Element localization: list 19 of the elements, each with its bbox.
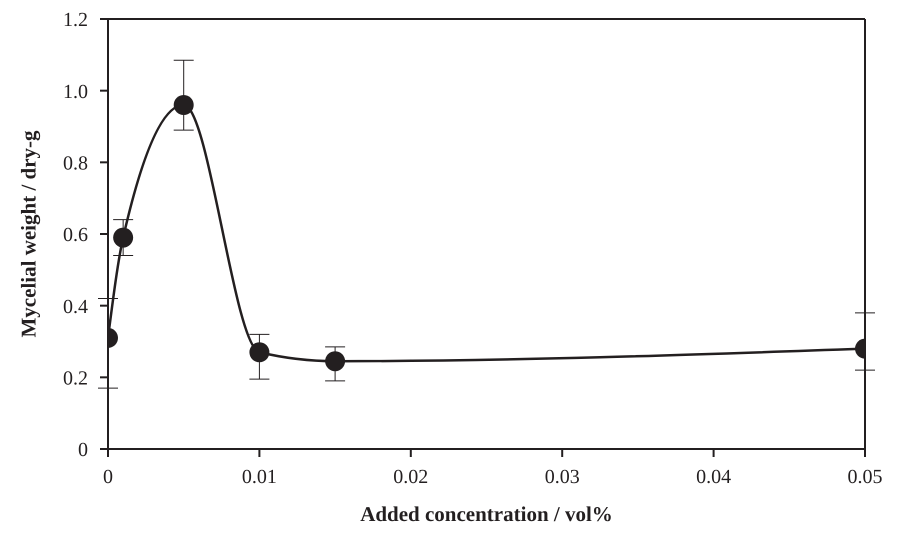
x-axis-title: Added concentration / vol% (360, 502, 613, 526)
y-tick-label: 1.2 (63, 9, 88, 32)
point (174, 95, 194, 115)
point (113, 228, 134, 248)
x-tick-label: 0.02 (393, 466, 428, 488)
y-tick-label: 0.8 (63, 152, 88, 174)
y-tick-label: 0 (78, 439, 88, 462)
x-tick-label: 0.05 (848, 466, 882, 488)
x-tick-label: 0.04 (696, 466, 732, 488)
x-tick-label: 0.01 (242, 466, 277, 488)
point (325, 351, 346, 372)
x-tick-label: 0.03 (544, 466, 580, 488)
x-tick-label: 0 (103, 466, 113, 488)
point (249, 342, 270, 362)
y-tick-label: 0.2 (63, 367, 88, 390)
y-tick-label: 0.4 (63, 296, 88, 318)
y-axis-title: Mycelial weight / dry-g (16, 130, 40, 338)
y-tick-label: 1.0 (63, 80, 88, 103)
y-tick-label: 0.6 (63, 224, 88, 246)
